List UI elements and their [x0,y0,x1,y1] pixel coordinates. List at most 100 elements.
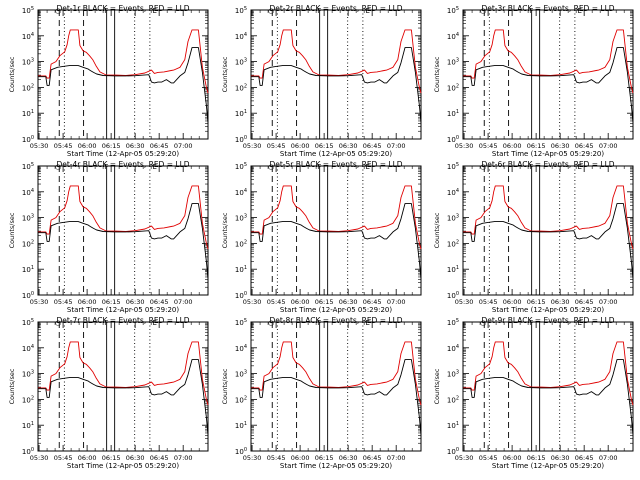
y-tick-label: 105 [235,318,247,327]
y-tick-label: 103 [235,214,247,223]
series-line-lld [38,29,209,94]
chart-title: Det-9r BLACK = Events, RED = LLD [481,316,614,325]
x-tick-label: 07:00 [387,142,406,150]
x-tick-label: 05:30 [455,454,474,462]
x-tick-label: 05:30 [30,454,49,462]
y-tick-label: 101 [22,265,34,274]
x-tick-label: 05:45 [54,142,73,150]
y-tick-label: 100 [235,447,247,456]
series-line-lld [463,29,634,94]
x-tick-label: 06:45 [363,454,382,462]
y-axis-label: Counts/sec [8,368,16,404]
x-tick-label: 05:45 [54,454,73,462]
series-line-events [38,203,209,280]
det-panel-4: 100 101 102 103 104 105 05:30 05:45 06:00 06:15 06… [8,160,209,314]
chart-title: Det-4r BLACK = Events, RED = LLD [56,160,189,169]
x-tick-label: 06:45 [150,142,169,150]
y-tick-label: 102 [22,239,34,248]
x-tick-label: 06:30 [126,454,145,462]
y-tick-label: 104 [22,188,34,197]
y-tick-label: 105 [447,6,459,15]
plot-frame [250,321,422,452]
x-axis-label: Start Time (12-Apr-05 05:29:20) [67,150,179,158]
x-tick-label: 07:00 [599,142,618,150]
y-tick-label: 100 [235,291,247,300]
x-tick-label: 05:45 [267,298,286,306]
x-axis-label: Start Time (12-Apr-05 05:29:20) [280,306,392,314]
y-tick-label: 101 [447,109,459,118]
y-tick-label: 101 [447,421,459,430]
x-tick-label: 06:45 [150,298,169,306]
event-marker-label: E [577,319,581,327]
x-tick-label: 05:45 [267,454,286,462]
y-tick-label: 105 [447,318,459,327]
x-tick-label: 06:00 [291,298,310,306]
chart-title: Det-1r BLACK = Events, RED = LLD [56,4,189,13]
x-tick-label: 06:45 [363,142,382,150]
x-tick-label: 06:30 [339,454,358,462]
y-tick-label: 102 [235,239,247,248]
event-marker-label: ○ [55,319,61,327]
event-marker-label: F [104,7,108,15]
plot-frame [37,9,209,140]
y-tick-label: 100 [22,447,34,456]
x-tick-label: 06:15 [315,298,334,306]
det-panel-2: 100 101 102 103 104 105 05:30 05:45 06:00 06:15 06… [221,4,422,158]
y-tick-label: 105 [22,162,34,171]
y-tick-label: 104 [22,344,34,353]
chart-title: Det-7r BLACK = Events, RED = LLD [56,316,189,325]
x-axis-label: Start Time (12-Apr-05 05:29:20) [67,462,179,470]
event-marker-label: E [152,163,156,171]
x-axis-label: Start Time (12-Apr-05 05:29:20) [280,462,392,470]
x-tick-label: 06:00 [503,142,522,150]
x-tick-label: 06:15 [102,142,121,150]
event-marker-label: E [365,7,369,15]
x-tick-label: 06:45 [575,454,594,462]
series-line-lld [251,341,422,406]
event-marker-label: E [577,163,581,171]
x-tick-label: 07:00 [387,454,406,462]
det-panel-9: 100 101 102 103 104 105 05:30 05:45 06:00 06:15 06… [433,316,634,470]
x-tick-label: 06:15 [102,454,121,462]
y-axis-label: Counts/sec [221,368,229,404]
x-tick-label: 06:30 [339,142,358,150]
y-tick-label: 103 [22,370,34,379]
x-axis-label: Start Time (12-Apr-05 05:29:20) [492,306,604,314]
x-axis-label: Start Time (12-Apr-05 05:29:20) [280,150,392,158]
x-tick-label: 06:15 [527,298,546,306]
y-axis-label: Counts/sec [8,212,16,248]
x-tick-label: 06:00 [78,142,97,150]
y-tick-label: 100 [22,291,34,300]
x-tick-label: 06:15 [527,142,546,150]
event-marker-label: E [365,319,369,327]
x-tick-label: 06:45 [150,454,169,462]
x-tick-label: 05:45 [479,454,498,462]
y-axis-label: Counts/sec [433,368,441,404]
x-tick-label: 05:45 [479,142,498,150]
event-marker-label: ○ [480,7,486,15]
x-tick-label: 05:30 [30,142,49,150]
plot-frame [250,165,422,296]
det-panel-8: 100 101 102 103 104 105 05:30 05:45 06:00 06:15 06… [221,316,422,470]
y-tick-label: 102 [22,395,34,404]
x-tick-label: 06:45 [575,298,594,306]
y-tick-label: 104 [22,32,34,41]
y-tick-label: 105 [235,162,247,171]
plot-frame [462,9,634,140]
y-tick-label: 103 [22,58,34,67]
x-tick-label: 06:00 [78,454,97,462]
series-line-events [38,47,209,124]
y-tick-label: 105 [447,162,459,171]
y-tick-label: 104 [447,344,459,353]
det-panel-5: 100 101 102 103 104 105 05:30 05:45 06:00 06:15 06… [221,160,422,314]
x-tick-label: 06:45 [363,298,382,306]
plot-frame [462,321,634,452]
x-tick-label: 06:00 [503,298,522,306]
x-tick-label: 05:30 [243,454,262,462]
event-marker-label: ○ [480,319,486,327]
plot-frame [250,9,422,140]
series-line-lld [463,341,634,406]
x-tick-label: 07:00 [174,298,193,306]
chart-title: Det-8r BLACK = Events, RED = LLD [269,316,402,325]
x-tick-label: 06:30 [126,142,145,150]
